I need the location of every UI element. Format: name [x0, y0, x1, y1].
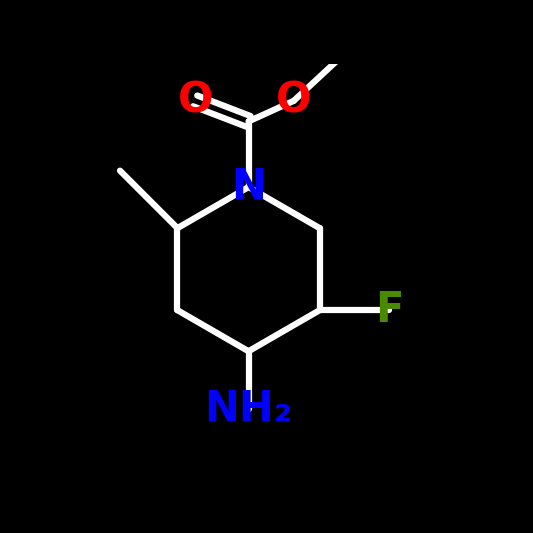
Text: O: O	[276, 80, 311, 122]
Text: F: F	[375, 289, 403, 331]
Text: N: N	[231, 166, 266, 208]
Text: NH₂: NH₂	[205, 387, 293, 430]
Text: O: O	[177, 80, 213, 122]
